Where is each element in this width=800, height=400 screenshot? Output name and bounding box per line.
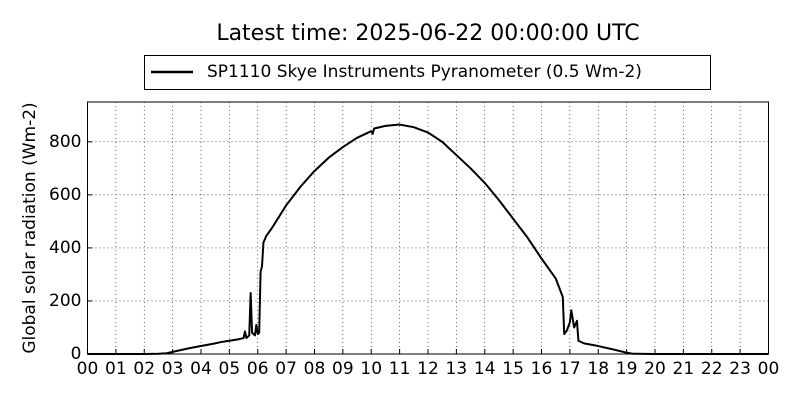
- x-tick-label: 15: [502, 359, 524, 379]
- x-tick-label: 01: [105, 359, 127, 379]
- legend-box: [144, 55, 711, 90]
- plot-frame: [87, 101, 769, 355]
- x-tick-label: 16: [531, 359, 553, 379]
- y-tick-label: 200: [49, 291, 81, 311]
- x-tick-label: 02: [133, 359, 155, 379]
- x-tick-label: 17: [559, 359, 581, 379]
- x-tick-label: 19: [616, 359, 638, 379]
- x-tick-label: 00: [758, 359, 780, 379]
- x-tick-label: 14: [474, 359, 496, 379]
- x-tick-label: 03: [162, 359, 184, 379]
- x-tick-label: 08: [304, 359, 326, 379]
- legend-label: SP1110 Skye Instruments Pyranometer (0.5…: [207, 62, 642, 82]
- series-line: [87, 123, 769, 355]
- x-tick-label: 07: [275, 359, 297, 379]
- x-tick-label: 21: [673, 359, 695, 379]
- x-tick-label: 06: [247, 359, 269, 379]
- grid: [87, 102, 769, 355]
- x-tick-label: 20: [644, 359, 666, 379]
- x-tick-label: 11: [389, 359, 411, 379]
- x-tick-label: 10: [360, 359, 382, 379]
- x-tick-label: 12: [417, 359, 439, 379]
- y-tick-label: 600: [49, 185, 81, 205]
- y-tick-label: 400: [49, 238, 81, 258]
- x-tick-label: 22: [701, 359, 723, 379]
- y-tick-label: 800: [49, 132, 81, 152]
- x-tick-label: 09: [332, 359, 354, 379]
- x-tick-label: 13: [446, 359, 468, 379]
- chart-title: Latest time: 2025-06-22 00:00:00 UTC: [216, 21, 639, 46]
- x-tick-label: 18: [587, 359, 609, 379]
- plot: [87, 123, 769, 355]
- x-tick-label: 04: [190, 359, 212, 379]
- x-tick-label: 23: [729, 359, 751, 379]
- x-tick-label: 00: [77, 359, 99, 379]
- x-tick-label: 05: [219, 359, 241, 379]
- y-tick-label: 0: [71, 344, 82, 364]
- y-axis-label: Global solar radiation (Wm-2): [20, 102, 40, 353]
